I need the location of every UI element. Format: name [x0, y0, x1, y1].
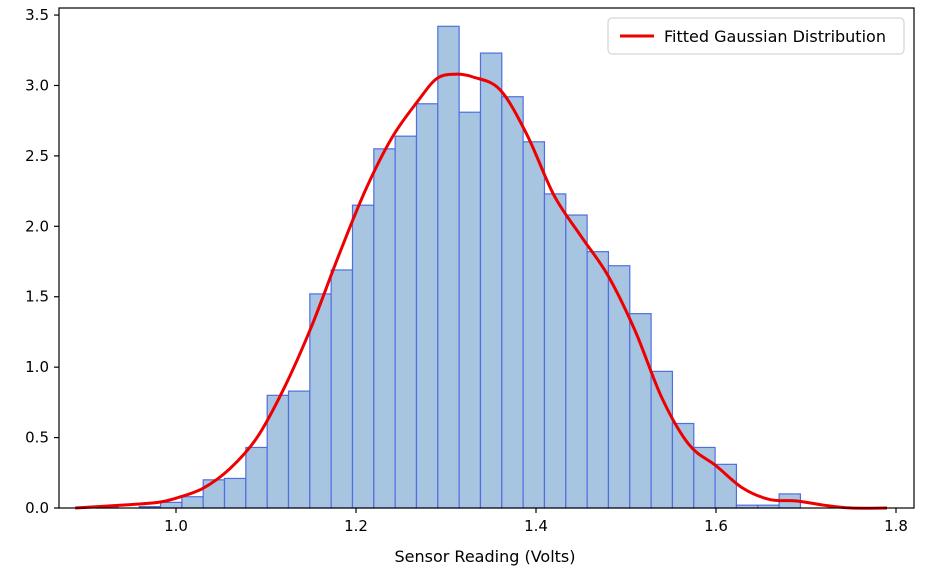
- fitted-gaussian-line: [75, 72, 888, 510]
- bars-layer: [95, 25, 802, 509]
- histogram-bar: [351, 204, 375, 509]
- histogram-bar: [287, 390, 311, 509]
- histogram-bar: [586, 251, 610, 509]
- x-axis-label: Sensor Reading (Volts): [395, 547, 576, 566]
- histogram-bar: [607, 265, 631, 509]
- histogram-bar: [565, 214, 588, 509]
- histogram-bar: [714, 463, 738, 509]
- y-tick-label: 1.0: [25, 358, 49, 376]
- histogram-bar: [501, 96, 524, 509]
- histogram-bar: [181, 496, 204, 509]
- y-tick-label: 2.5: [25, 147, 49, 165]
- histogram-bar: [223, 477, 247, 509]
- histogram-bar: [650, 370, 674, 509]
- histogram-bar: [394, 135, 418, 509]
- y-tick-label: 0.0: [25, 499, 49, 517]
- legend: Fitted Gaussian Distribution: [607, 17, 905, 55]
- histogram-bar: [458, 111, 482, 509]
- histogram-bar: [202, 479, 226, 509]
- x-tick-label: 1.0: [164, 517, 188, 535]
- x-tick-label: 1.2: [344, 517, 368, 535]
- histogram-bar: [245, 446, 268, 509]
- y-tick-label: 3.0: [25, 76, 49, 94]
- histogram-bar: [330, 269, 354, 509]
- histogram-bar: [415, 103, 439, 509]
- histogram-bar: [479, 52, 503, 509]
- y-tick-label: 1.5: [25, 288, 49, 306]
- histogram-bar: [373, 148, 396, 509]
- y-tick-label: 2.0: [25, 217, 49, 235]
- x-tick-label: 1.4: [524, 517, 548, 535]
- histogram-bar: [543, 193, 567, 509]
- histogram-bar: [159, 501, 183, 509]
- histogram-bar: [522, 141, 546, 509]
- y-tick-label: 3.5: [25, 6, 49, 24]
- x-tick-label: 1.8: [884, 517, 908, 535]
- axes-layer: 1.0 1.2 1.4 1.6 1.8 0.0 0.5 1.0 1.5 2.0 2.5 3.0 3.5: [25, 6, 915, 535]
- legend-label: Fitted Gaussian Distribution: [664, 27, 886, 46]
- fit-line-layer: [75, 72, 888, 510]
- legend-box: [607, 17, 905, 55]
- plot-frame: [58, 7, 915, 509]
- histogram-bar: [437, 25, 460, 509]
- x-tick-label: 1.6: [704, 517, 728, 535]
- y-tick-label: 0.5: [25, 429, 49, 447]
